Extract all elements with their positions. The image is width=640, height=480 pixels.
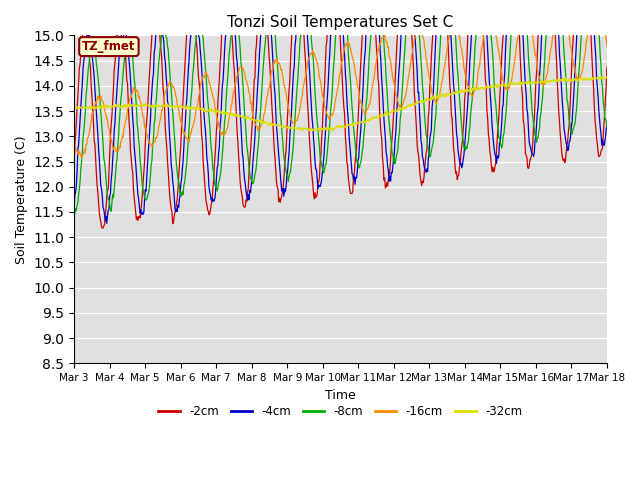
Y-axis label: Soil Temperature (C): Soil Temperature (C)	[15, 135, 28, 264]
X-axis label: Time: Time	[325, 389, 356, 402]
Title: Tonzi Soil Temperatures Set C: Tonzi Soil Temperatures Set C	[227, 15, 454, 30]
Legend: -2cm, -4cm, -8cm, -16cm, -32cm: -2cm, -4cm, -8cm, -16cm, -32cm	[154, 401, 527, 423]
Text: TZ_fmet: TZ_fmet	[82, 40, 136, 53]
